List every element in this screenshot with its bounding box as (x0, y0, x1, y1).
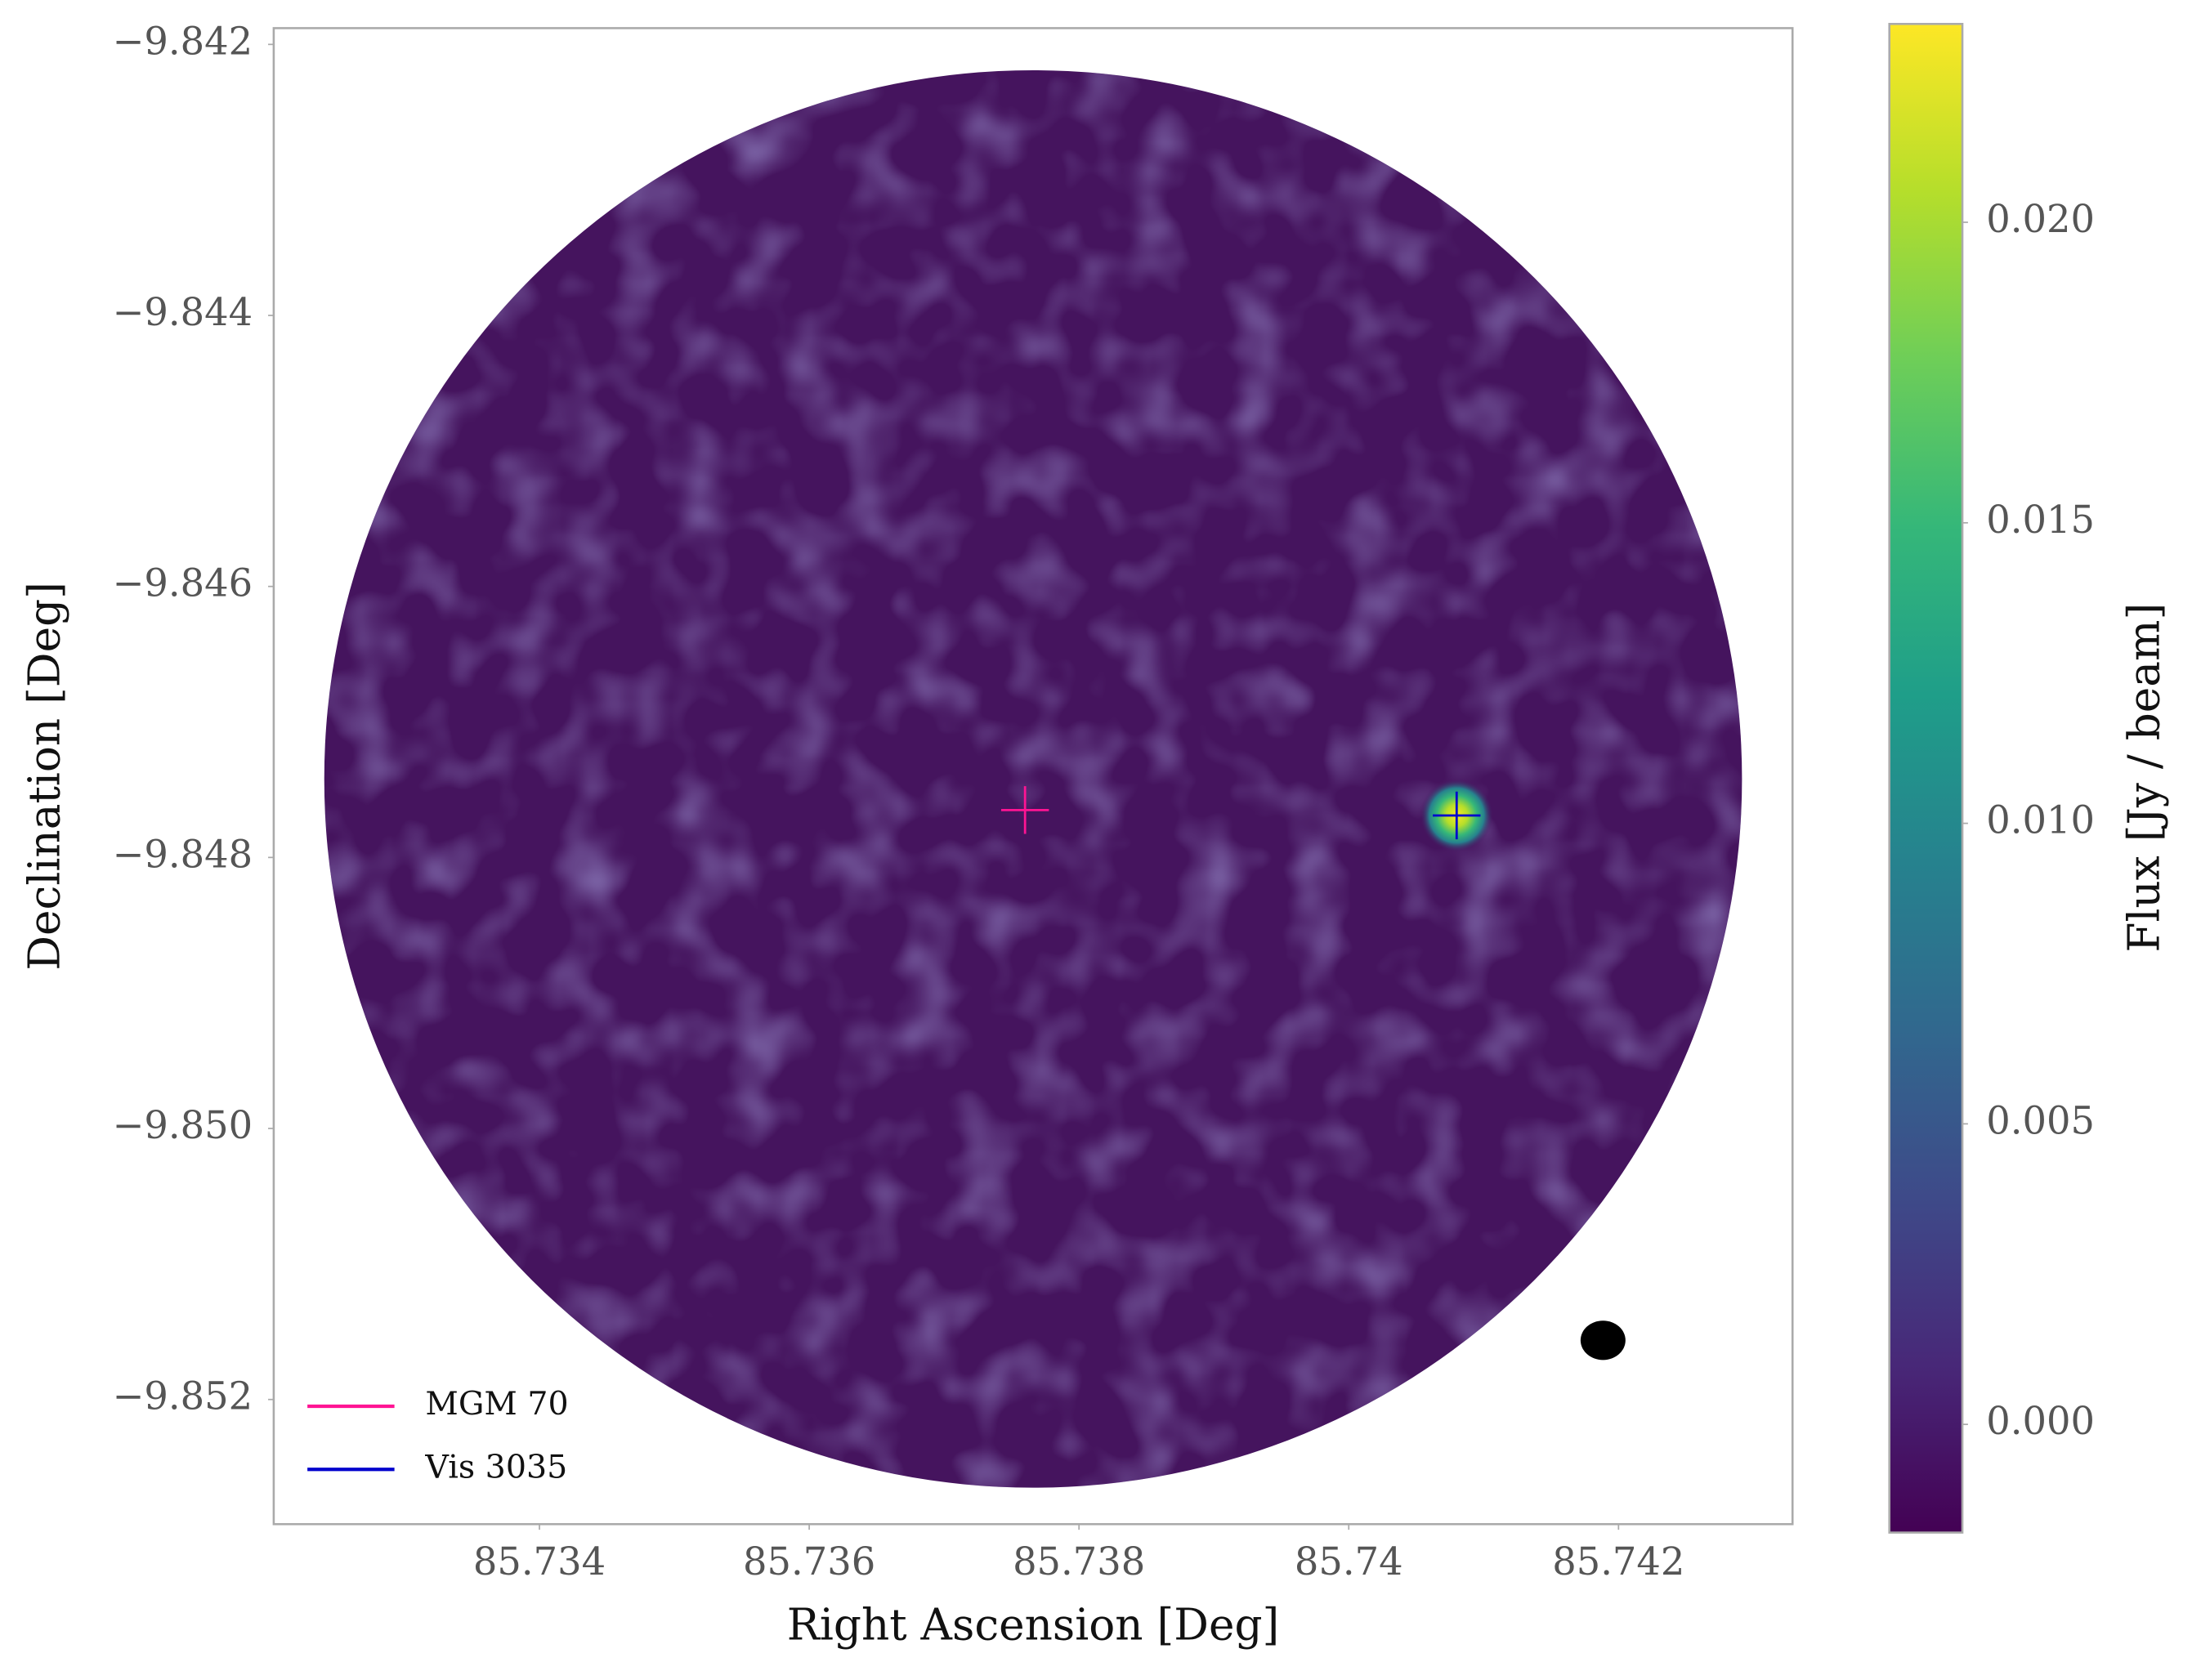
y-tick-label: −9.844 (113, 290, 253, 334)
x-tick-label: 85.736 (743, 1539, 875, 1584)
y-tick-label: −9.850 (113, 1103, 253, 1147)
y-tick-label: −9.848 (113, 832, 253, 876)
x-axis-label: Right Ascension [Deg] (787, 1599, 1280, 1650)
y-axis-label: Declination [Deg] (19, 582, 69, 971)
y-tick-label: −9.846 (113, 561, 253, 605)
colorbar-tick-label: 0.000 (1986, 1399, 2095, 1443)
y-tick-label: −9.842 (113, 19, 253, 63)
legend-label: Vis 3035 (424, 1448, 567, 1486)
axes-frame (272, 27, 1794, 1526)
colorbar-tick-label: 0.015 (1986, 498, 2095, 542)
x-tick-label: 85.734 (473, 1539, 606, 1584)
marker (1433, 791, 1481, 840)
x-tick-label: 85.742 (1552, 1539, 1684, 1584)
colorbar (1888, 23, 1964, 1534)
x-tick-label: 85.738 (1013, 1539, 1145, 1584)
colorbar-tick-label: 0.020 (1986, 197, 2095, 241)
colorbar-tick-label: 0.005 (1986, 1098, 2095, 1142)
y-tick-label: −9.852 (113, 1374, 253, 1419)
legend-label: MGM 70 (425, 1385, 568, 1423)
marker (1000, 786, 1049, 834)
image-noise (324, 69, 1742, 1488)
colorbar-tick-label: 0.010 (1986, 798, 2095, 842)
x-tick-label: 85.74 (1295, 1539, 1403, 1584)
colorbar-label: Flux [Jy / beam] (2119, 603, 2170, 953)
beam (1580, 1320, 1626, 1361)
